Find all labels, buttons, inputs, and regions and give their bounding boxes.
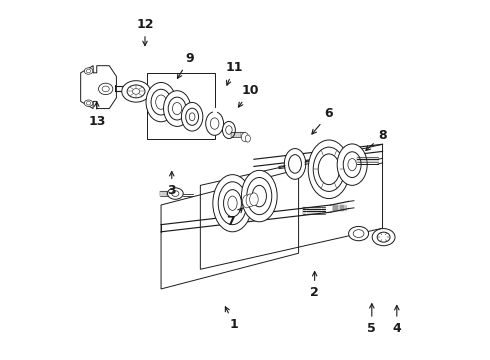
Ellipse shape <box>164 91 191 126</box>
Ellipse shape <box>313 147 344 192</box>
Text: 12: 12 <box>136 18 154 46</box>
Ellipse shape <box>181 103 203 131</box>
Ellipse shape <box>132 89 140 94</box>
Ellipse shape <box>168 188 183 199</box>
Ellipse shape <box>146 82 176 122</box>
Ellipse shape <box>247 177 272 215</box>
Ellipse shape <box>284 149 306 179</box>
Text: 6: 6 <box>312 107 333 134</box>
Text: 8: 8 <box>366 129 387 150</box>
Ellipse shape <box>210 118 219 129</box>
Ellipse shape <box>172 103 182 114</box>
Ellipse shape <box>308 140 350 199</box>
Text: 9: 9 <box>177 52 194 78</box>
Ellipse shape <box>86 69 91 73</box>
Text: 5: 5 <box>368 304 376 335</box>
Ellipse shape <box>289 155 301 173</box>
Ellipse shape <box>206 112 223 135</box>
Ellipse shape <box>98 83 113 95</box>
Text: 4: 4 <box>392 306 401 335</box>
Ellipse shape <box>84 68 93 74</box>
Ellipse shape <box>151 89 171 115</box>
Ellipse shape <box>318 154 340 185</box>
Text: 7: 7 <box>226 208 243 228</box>
Text: 10: 10 <box>239 84 259 107</box>
Ellipse shape <box>86 102 91 105</box>
Ellipse shape <box>252 185 267 207</box>
Ellipse shape <box>168 97 186 120</box>
Ellipse shape <box>343 152 361 177</box>
Ellipse shape <box>372 229 395 246</box>
Ellipse shape <box>226 126 232 134</box>
Ellipse shape <box>223 190 242 217</box>
Text: 13: 13 <box>88 102 105 127</box>
Ellipse shape <box>337 144 367 185</box>
Ellipse shape <box>156 95 167 109</box>
Ellipse shape <box>84 100 93 107</box>
Ellipse shape <box>222 121 235 139</box>
Ellipse shape <box>245 135 250 142</box>
Ellipse shape <box>218 182 247 225</box>
Ellipse shape <box>213 175 252 232</box>
Text: 3: 3 <box>168 171 176 197</box>
Ellipse shape <box>377 232 390 242</box>
Ellipse shape <box>249 193 258 206</box>
Ellipse shape <box>189 113 195 121</box>
Ellipse shape <box>243 195 251 208</box>
Ellipse shape <box>186 108 198 125</box>
Polygon shape <box>81 66 117 109</box>
Ellipse shape <box>242 170 277 222</box>
Ellipse shape <box>122 81 150 102</box>
Ellipse shape <box>228 196 237 210</box>
Ellipse shape <box>172 191 179 197</box>
Ellipse shape <box>102 86 109 92</box>
Ellipse shape <box>353 230 364 238</box>
Text: 2: 2 <box>310 271 319 299</box>
Ellipse shape <box>242 132 248 142</box>
Ellipse shape <box>127 85 145 98</box>
Ellipse shape <box>246 194 255 207</box>
Ellipse shape <box>348 158 356 171</box>
Text: 11: 11 <box>225 61 243 85</box>
Ellipse shape <box>348 226 368 241</box>
Text: 1: 1 <box>225 307 239 331</box>
